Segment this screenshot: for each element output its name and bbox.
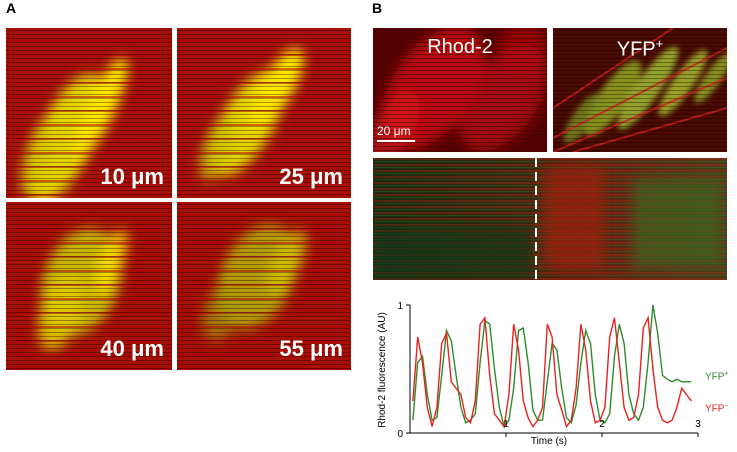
- rhod2-image: Rhod-2 20 μm: [373, 28, 547, 152]
- x-tick-label: 2: [599, 419, 605, 430]
- depth-label: 25 μm: [279, 164, 343, 189]
- scalebar: [377, 140, 415, 142]
- depth-label: 40 μm: [100, 336, 164, 361]
- linescan-image: [373, 158, 727, 280]
- microscopy-tile-55um: 55 μm: [177, 202, 351, 370]
- depth-label: 55 μm: [279, 336, 343, 361]
- y-tick-label: 1: [397, 301, 403, 312]
- legend-label-1: YFP−: [705, 402, 729, 414]
- panel-a-letter: A: [6, 0, 17, 16]
- microscopy-tile-40um: 40 μm: [6, 202, 172, 370]
- x-tick-label: 1: [503, 419, 509, 430]
- y-tick-label: 0: [397, 429, 403, 440]
- rhod2-title: Rhod-2: [427, 36, 493, 58]
- series-line-0: [412, 304, 692, 429]
- panel-b-letter: B: [372, 0, 383, 16]
- x-axis-label: Time (s): [531, 436, 567, 447]
- depth-label: 10 μm: [100, 164, 164, 189]
- microscopy-tile-25um: 25 μm: [177, 28, 351, 198]
- y-axis-label: Rhod-2 fluorescence (AU): [377, 312, 388, 428]
- scalebar-label: 20 μm: [377, 124, 411, 138]
- yfp-image: YFP+: [553, 28, 727, 152]
- series-line-1: [412, 315, 692, 429]
- x-tick-label: 3: [695, 419, 701, 430]
- legend-label-0: YFP+: [705, 370, 729, 382]
- yfp-title: YFP+: [616, 36, 664, 61]
- microscopy-tile-10um: 10 μm: [6, 28, 172, 198]
